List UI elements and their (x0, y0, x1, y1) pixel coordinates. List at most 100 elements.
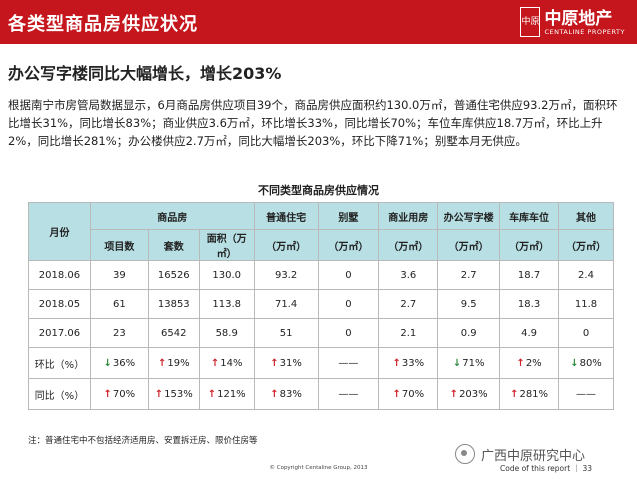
header-office: 办公写字楼 (437, 202, 501, 230)
change-value-text: 281% (519, 388, 549, 400)
cell-change-value: ↑70% (378, 378, 439, 410)
header-unit: （万㎡） (317, 229, 380, 261)
table-row: 2017.06 23 6542 58.9 51 0 2.1 0.9 4.9 0 (28, 318, 614, 348)
header-month: 月份 (28, 202, 91, 261)
cell-change-value: ↑281% (499, 378, 560, 410)
change-value-text: 153% (164, 388, 193, 400)
header-commercial: 商品房 (89, 202, 255, 230)
cell-parking: 4.9 (499, 318, 560, 348)
table-row: 2018.06 39 16526 130.0 93.2 0 3.6 2.7 18… (28, 260, 614, 290)
cell-office: 0.9 (437, 318, 501, 348)
change-value-text: 31% (279, 357, 302, 369)
change-value-text: 36% (112, 357, 136, 369)
company-logo: 中原 中原地产 CENTALINE PROPERTY (520, 6, 625, 38)
header-other: 其他 (558, 202, 614, 230)
arrow-down-icon: ↓ (570, 357, 579, 369)
cell-projects: 23 (89, 318, 149, 348)
change-value-text: 121% (217, 388, 246, 400)
summary-paragraph: 根据南宁市房管局数据显示，6月商品房供应项目39个，商品房供应面积约130.0万… (8, 98, 618, 148)
change-value-text: 19% (167, 357, 190, 369)
header-unit: （万㎡） (253, 229, 319, 261)
cell-change-value: —— (317, 347, 380, 379)
page-title: 各类型商品房供应状况 (8, 14, 198, 35)
change-value-text: 80% (579, 357, 602, 369)
cell-change-value: ↑14% (198, 347, 255, 379)
logo-english: CENTALINE PROPERTY (544, 27, 625, 36)
cell-villa: 0 (317, 318, 380, 348)
logo-seal: 中原 (520, 7, 541, 37)
cell-change-value: ↑203% (437, 378, 501, 410)
cell-business: 2.1 (378, 318, 439, 348)
cell-area: 58.9 (198, 318, 255, 348)
cell-business: 2.7 (378, 289, 439, 319)
cell-office: 2.7 (437, 260, 501, 290)
logo-name: 中原地产 (544, 8, 613, 29)
header-units: 套数 (147, 229, 200, 261)
cell-change-value: ↑70% (89, 378, 149, 410)
arrow-up-icon: ↑ (392, 357, 401, 369)
arrow-up-icon: ↑ (516, 357, 525, 369)
arrow-up-icon: ↑ (510, 388, 519, 400)
supply-table: 月份 商品房 普通住宅 别墅 商业用房 办公写字楼 车库车位 其他 项目数 套数… (28, 202, 614, 410)
cell-month: 2017.06 (28, 318, 91, 348)
header-unit: （万㎡） (499, 229, 560, 261)
cell-change-value: ↓80% (558, 347, 614, 379)
cell-change-value: —— (317, 378, 380, 410)
change-value-text: 70% (112, 388, 136, 400)
change-value-text: 203% (459, 388, 488, 400)
arrow-up-icon: ↑ (154, 388, 164, 400)
cell-villa: 0 (317, 289, 380, 319)
arrow-up-icon: ↑ (392, 388, 401, 400)
cell-other: 0 (558, 318, 614, 348)
header-unit: （万㎡） (437, 229, 501, 261)
cell-area: 113.8 (198, 289, 255, 319)
header-projects: 项目数 (89, 229, 149, 261)
cell-change-value: ↑33% (378, 347, 439, 379)
cell-units: 16526 (147, 260, 200, 290)
footer-copyright: © Copyright Centaline Group, 2013 (269, 465, 368, 471)
watermark: 广西中原研究中心 (455, 444, 585, 464)
change-value-text: 83% (279, 388, 302, 400)
arrow-up-icon: ↑ (270, 357, 279, 369)
cell-change-value: ↑121% (198, 378, 255, 410)
change-value-text: 2% (525, 357, 542, 369)
arrow-up-icon: ↑ (270, 388, 279, 400)
cell-villa: 0 (317, 260, 380, 290)
footer-code: Code of this report ｜ 33 (500, 464, 592, 473)
cell-change-value: ↑19% (147, 347, 200, 379)
arrow-up-icon: ↑ (210, 357, 220, 369)
cell-parking: 18.7 (499, 260, 560, 290)
cell-month: 2018.06 (28, 260, 91, 290)
arrow-down-icon: ↓ (103, 357, 112, 369)
header-parking: 车库车位 (499, 202, 560, 230)
cell-change-label: 环比（%） (28, 347, 91, 379)
cell-residential: 51 (253, 318, 319, 348)
change-value-text: —— (338, 388, 359, 400)
cell-parking: 18.3 (499, 289, 560, 319)
header-unit: （万㎡） (378, 229, 439, 261)
cell-residential: 71.4 (253, 289, 319, 319)
section-subtitle: 办公写字楼同比大幅增长，增长203% (8, 64, 282, 83)
wechat-icon (455, 444, 475, 464)
cell-office: 9.5 (437, 289, 501, 319)
arrow-up-icon: ↑ (207, 388, 217, 400)
cell-change-value: ↓71% (437, 347, 501, 379)
table-note: 注：普通住宅中不包括经济适用房、安置拆迁房、限价住房等 (28, 436, 258, 446)
cell-change-value: —— (558, 378, 614, 410)
arrow-up-icon: ↑ (157, 357, 167, 369)
watermark-text: 广西中原研究中心 (481, 448, 586, 464)
table-title: 不同类型商品房供应情况 (258, 184, 379, 197)
cell-units: 13853 (147, 289, 200, 319)
cell-month: 2018.05 (28, 289, 91, 319)
header-business: 商业用房 (378, 202, 439, 230)
cell-projects: 61 (89, 289, 149, 319)
change-value-text: —— (338, 357, 359, 369)
cell-change-value: ↑83% (253, 378, 319, 410)
cell-change-value: ↓36% (89, 347, 149, 379)
table-row-mom: 环比（%） ↓36% ↑19% ↑14% ↑31% —— ↑33% ↓71% ↑2% ↓80% (28, 347, 614, 379)
header-residential: 普通住宅 (253, 202, 319, 230)
cell-projects: 39 (89, 260, 149, 290)
cell-change-label: 同比（%） (28, 378, 91, 410)
cell-business: 3.6 (378, 260, 439, 290)
arrow-up-icon: ↑ (449, 388, 459, 400)
